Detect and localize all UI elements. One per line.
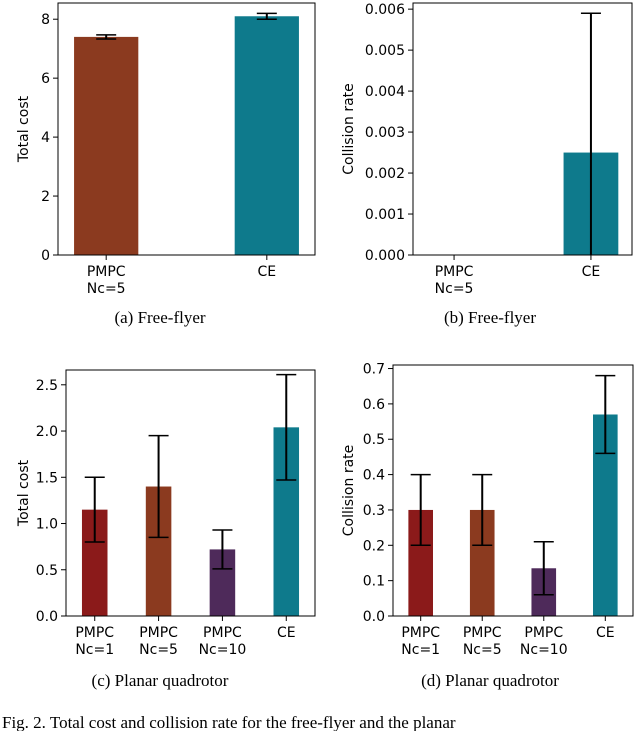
y-tick-label: 0.6 bbox=[363, 397, 385, 413]
y-axis-label: Collision rate bbox=[341, 445, 357, 537]
x-tick-label-line: Nc=1 bbox=[401, 642, 440, 658]
x-tick-label-line: PMPC bbox=[87, 264, 126, 280]
x-tick-label-line: Nc=5 bbox=[87, 281, 126, 297]
x-tick-label: PMPC Nc=10 bbox=[199, 625, 247, 658]
x-tick-label-line: PMPC bbox=[435, 264, 474, 280]
caption: (d) Planar quadrotor bbox=[421, 671, 559, 690]
y-tick-label: 2.5 bbox=[36, 378, 58, 394]
axes-frame bbox=[392, 364, 634, 617]
x-tick-label: CE bbox=[582, 264, 601, 280]
x-tick-label: PMPC Nc=5 bbox=[435, 264, 474, 297]
y-tick-label: 0.5 bbox=[363, 432, 385, 448]
x-tick-label: CE bbox=[596, 625, 615, 641]
y-tick-label: 0.005 bbox=[365, 43, 405, 59]
y-tick-label: 0.2 bbox=[363, 538, 385, 554]
x-tick-label: PMPC Nc=10 bbox=[520, 625, 568, 658]
caption: (a) Free-flyer bbox=[114, 308, 205, 327]
x-tick-label: PMPC Nc=5 bbox=[139, 625, 178, 658]
error-bar bbox=[84, 476, 105, 543]
x-tick-label-line: Nc=10 bbox=[199, 642, 247, 658]
y-tick-label: 0.006 bbox=[365, 2, 405, 18]
error-bar bbox=[96, 34, 117, 40]
axes-frame bbox=[65, 369, 316, 617]
error-bar bbox=[533, 541, 554, 596]
x-tick-label-line: PMPC bbox=[139, 625, 178, 641]
error-bar bbox=[595, 374, 616, 455]
x-tick-label: PMPC Nc=1 bbox=[75, 625, 114, 658]
plot bbox=[81, 373, 300, 616]
x-tick-label-line: Nc=5 bbox=[435, 281, 474, 297]
bar bbox=[234, 16, 299, 255]
x-tick-label-line: PMPC bbox=[524, 625, 563, 641]
y-tick-label: 0.003 bbox=[365, 125, 405, 141]
error-bar bbox=[276, 373, 297, 481]
caption: (c) Planar quadrotor bbox=[92, 671, 229, 690]
x-tick-label: PMPC Nc=1 bbox=[401, 625, 440, 658]
y-tick-label: 0.4 bbox=[363, 468, 385, 484]
x-tick-label-line: PMPC bbox=[401, 625, 440, 641]
y-axis-label: Total cost bbox=[16, 95, 32, 163]
plot bbox=[408, 374, 618, 616]
y-tick-label: 4 bbox=[41, 130, 50, 146]
y-tick-label: 8 bbox=[41, 12, 50, 28]
y-tick-label: 0.0 bbox=[363, 609, 385, 625]
x-tick-label-line: Nc=10 bbox=[520, 642, 568, 658]
error-bar bbox=[212, 529, 233, 570]
x-tick-label: PMPC Nc=5 bbox=[87, 264, 126, 297]
y-tick-label: 2.0 bbox=[36, 424, 58, 440]
y-tick-label: 0.000 bbox=[365, 248, 405, 264]
y-tick-label: 0.1 bbox=[363, 574, 385, 590]
y-tick-label: 1.0 bbox=[36, 517, 58, 533]
y-tick-label: 0.004 bbox=[365, 84, 405, 100]
error-bar bbox=[472, 473, 493, 547]
y-tick-label: 1.5 bbox=[36, 470, 58, 486]
bar bbox=[74, 36, 139, 255]
x-tick-label-line: PMPC bbox=[75, 625, 114, 641]
axes-frame bbox=[57, 2, 316, 256]
x-tick-label-line: PMPC bbox=[463, 625, 502, 641]
y-tick-label: 2 bbox=[41, 189, 50, 205]
y-tick-label: 6 bbox=[41, 71, 50, 87]
y-axis-label: Collision rate bbox=[341, 83, 357, 175]
y-tick-label: 0.001 bbox=[365, 207, 405, 223]
x-tick-label-line: Nc=5 bbox=[463, 642, 502, 658]
y-tick-label: 0.0 bbox=[36, 609, 58, 625]
y-tick-label: 0 bbox=[41, 248, 50, 264]
error-bar bbox=[148, 434, 169, 539]
axes-frame bbox=[412, 2, 633, 256]
figure-caption: Fig. 2. Total cost and collision rate fo… bbox=[2, 713, 456, 731]
x-tick-label-line: Nc=5 bbox=[139, 642, 178, 658]
y-tick-label: 0.002 bbox=[365, 166, 405, 182]
error-bar bbox=[410, 473, 431, 547]
x-tick-label-line: PMPC bbox=[203, 625, 242, 641]
x-tick-label: CE bbox=[258, 264, 277, 280]
plot bbox=[563, 12, 619, 255]
x-tick-label: CE bbox=[277, 625, 296, 641]
y-tick-label: 0.3 bbox=[363, 503, 385, 519]
y-tick-label: 0.5 bbox=[36, 563, 58, 579]
x-tick-label-line: Nc=1 bbox=[75, 642, 114, 658]
plot bbox=[74, 12, 299, 255]
y-tick-label: 0.7 bbox=[363, 362, 385, 378]
caption: (b) Free-flyer bbox=[444, 308, 536, 327]
y-axis-label: Total cost bbox=[16, 459, 32, 527]
error-bar bbox=[256, 12, 277, 20]
error-bar bbox=[580, 12, 601, 255]
x-tick-label: PMPC Nc=5 bbox=[463, 625, 502, 658]
